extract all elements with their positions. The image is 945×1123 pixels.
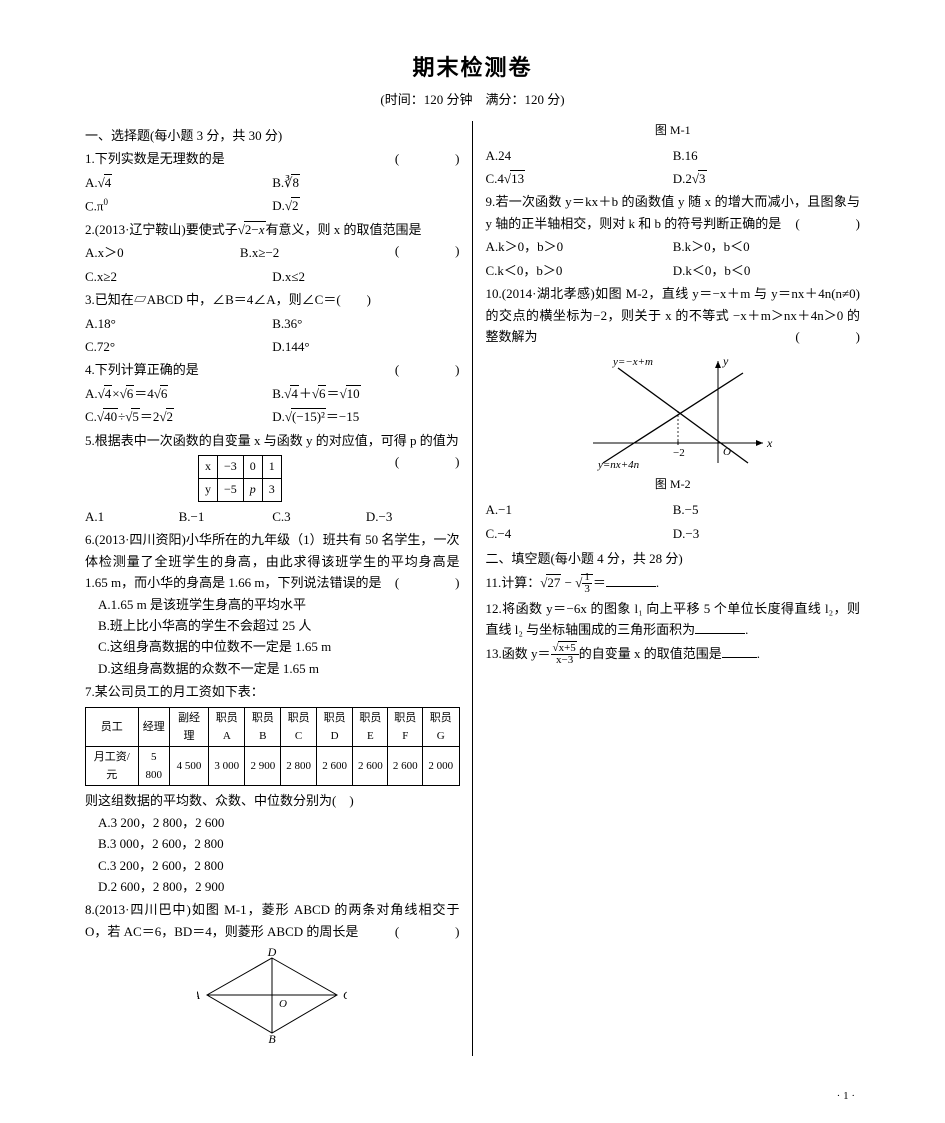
q10-optA: A.−1 [486, 499, 673, 520]
q12-blank [695, 621, 745, 634]
q6-optB: B.班上比小华高的学生不会超过 25 人 [98, 615, 460, 636]
q10-optB: B.−5 [673, 499, 860, 520]
svg-text:B: B [269, 1032, 277, 1043]
q7-optB: B.3 000，2 600，2 800 [98, 833, 460, 854]
svg-text:C: C [343, 988, 347, 1002]
q10: 10.(2014·湖北孝感)如图 M-2，直线 y＝−x＋m 与 y＝nx＋4n… [486, 283, 861, 544]
q10-optC: C.−4 [486, 523, 673, 544]
q8-optA: A.24 [486, 145, 673, 166]
q2-optD: D.x≤2 [272, 266, 459, 287]
q4-blank: ( [395, 359, 460, 380]
q6-optC: C.这组身高数据的中位数不一定是 1.65 m [98, 636, 460, 657]
q2: 2.(2013·辽宁鞍山)要使式子2−x有意义，则 x 的取值范围是 ( A.x… [85, 219, 460, 287]
q12: 12.将函数 y＝−6x 的图象 l₁ 向上平移 5 个单位长度得直线 l₂，则… [486, 598, 861, 641]
svg-text:x: x [766, 436, 773, 450]
q5-blank: ( [395, 451, 460, 472]
q8-optB: B.16 [673, 145, 860, 166]
q10-blank: ( [795, 326, 860, 347]
svg-text:D: D [267, 948, 277, 959]
q7-optD: D.2 600，2 800，2 900 [98, 876, 460, 897]
q2-blank: ( [395, 240, 460, 261]
q11-blank [606, 574, 656, 587]
q6-optA: A.1.65 m 是该班学生身高的平均水平 [98, 594, 460, 615]
svg-text:y=−x+m: y=−x+m [612, 356, 653, 368]
q8-optC: C.413 [486, 168, 673, 189]
q3-optD: D.144° [272, 336, 459, 357]
svg-text:O: O [279, 998, 287, 1010]
page-number: · 1 · [837, 1087, 855, 1105]
q5-table: x −3 0 1 y −5 p 3 [198, 455, 282, 502]
q7-stem: 7.某公司员工的月工资如下表： [85, 684, 264, 699]
q9-optD: D.k＜0，b＜0 [673, 260, 860, 281]
q13-blank [722, 645, 757, 658]
q10-optD: D.−3 [673, 523, 860, 544]
q1-stem: 1.下列实数是无理数的是 [85, 151, 225, 166]
q1: 1.下列实数是无理数的是 ( A.4 B.8 C.π0 D.2 [85, 148, 460, 217]
q2-optC: C.x≥2 [85, 266, 272, 287]
q6-blank: ( [395, 572, 460, 593]
q4-optB: B.4＋6＝10 [272, 383, 459, 404]
q9-blank: ( [795, 213, 860, 234]
q6: 6.(2013·四川资阳)小华所在的九年级（1）班共有 50 名学生，一次体检测… [85, 529, 460, 679]
q8-blank: ( [395, 921, 460, 942]
q1-blank: ( [395, 148, 460, 169]
q1-optB: B.8 [272, 172, 459, 193]
q9-optC: C.k＜0，b＞0 [486, 260, 673, 281]
q2-stem-b: 有意义，则 x 的取值范围是 [266, 222, 422, 237]
q3-stem: 3.已知在▱ABCD 中，∠B＝4∠A，则∠C＝( ) [85, 292, 371, 307]
svg-text:−2: −2 [673, 447, 685, 459]
q13-stem-b: 的自变量 x 的取值范围是 [579, 646, 722, 661]
q5-optD: D.−3 [366, 506, 460, 527]
q3: 3.已知在▱ABCD 中，∠B＝4∠A，则∠C＝( ) A.18° B.36° … [85, 289, 460, 357]
q7: 7.某公司员工的月工资如下表： 员工 经理 副经理 职员A 职员B 职员C 职员… [85, 681, 460, 897]
q1-optD: D.2 [272, 195, 459, 217]
rhombus-diagram: D C B A O [85, 948, 460, 1043]
q2-stem-a: 2.(2013·辽宁鞍山)要使式子 [85, 222, 238, 237]
q1-optA: A.4 [85, 172, 272, 193]
q9-optA: A.k＞0，b＞0 [486, 236, 673, 257]
q5-stem: 5.根据表中一次函数的自变量 x 与函数 y 的对应值，可得 p 的值为 [85, 433, 459, 448]
svg-text:y: y [722, 354, 729, 368]
q3-optC: C.72° [85, 336, 272, 357]
q5: 5.根据表中一次函数的自变量 x 与函数 y 的对应值，可得 p 的值为 ( x… [85, 430, 460, 527]
q5-optA: A.1 [85, 506, 179, 527]
lines-diagram: x y O y=−x+m y=nx+4n −2 [486, 353, 861, 473]
q2-optA: A.x＞0 [85, 242, 240, 263]
q12-stem: 12.将函数 y＝−6x 的图象 l₁ 向上平移 5 个单位长度得直线 l₂，则… [486, 601, 861, 637]
exam-title: 期末检测卷 [85, 50, 860, 86]
q4-optA: A.4×6＝46 [85, 383, 272, 404]
content-columns: 一、选择题(每小题 3 分，共 30 分) 1.下列实数是无理数的是 ( A.4… [85, 121, 860, 1056]
q2-optB: B.x≥−2 [240, 242, 395, 263]
svg-text:y=nx+4n: y=nx+4n [597, 459, 640, 471]
section2-heading: 二、填空题(每小题 4 分，共 28 分) [486, 548, 861, 569]
section1-heading: 一、选择题(每小题 3 分，共 30 分) [85, 125, 460, 146]
q7-table: 员工 经理 副经理 职员A 职员B 职员C 职员D 职员E 职员F 职员G 月工… [85, 707, 460, 787]
q5-optC: C.3 [272, 506, 366, 527]
q11: 11.计算：27 − 13＝. [486, 572, 861, 596]
q4-optC: C.40÷5＝22 [85, 406, 272, 427]
q9-optB: B.k＞0，b＜0 [673, 236, 860, 257]
svg-text:A: A [197, 988, 201, 1002]
q13: 13.函数 y＝x+5x−3的自变量 x 的取值范围是. [486, 643, 861, 667]
q1-optC: C.π0 [85, 195, 272, 217]
q13-stem-a: 13.函数 y＝ [486, 646, 551, 661]
q8-caption: 图 M-1 [486, 121, 861, 141]
q6-optD: D.这组身高数据的众数不一定是 1.65 m [98, 658, 460, 679]
q8-optD: D.23 [673, 168, 860, 189]
q11-stem: 11.计算： [486, 575, 541, 590]
q3-optB: B.36° [272, 313, 459, 334]
q5-optB: B.−1 [179, 506, 273, 527]
q4: 4.下列计算正确的是 ( A.4×6＝46 B.4＋6＝10 C.40÷5＝22… [85, 359, 460, 427]
q7-optC: C.3 200，2 600，2 800 [98, 855, 460, 876]
exam-subtitle: (时间：120 分钟 满分：120 分) [85, 89, 860, 110]
q10-caption: 图 M-2 [486, 475, 861, 495]
q4-optD: D.(−15)²＝−15 [272, 406, 459, 427]
q9: 9.若一次函数 y＝kx＋b 的函数值 y 随 x 的增大而减小，且图象与 y … [486, 191, 861, 281]
q7-stem2: 则这组数据的平均数、众数、中位数分别为( ) [85, 793, 354, 808]
q3-optA: A.18° [85, 313, 272, 334]
q4-stem: 4.下列计算正确的是 [85, 362, 199, 377]
q7-optA: A.3 200，2 800，2 600 [98, 812, 460, 833]
